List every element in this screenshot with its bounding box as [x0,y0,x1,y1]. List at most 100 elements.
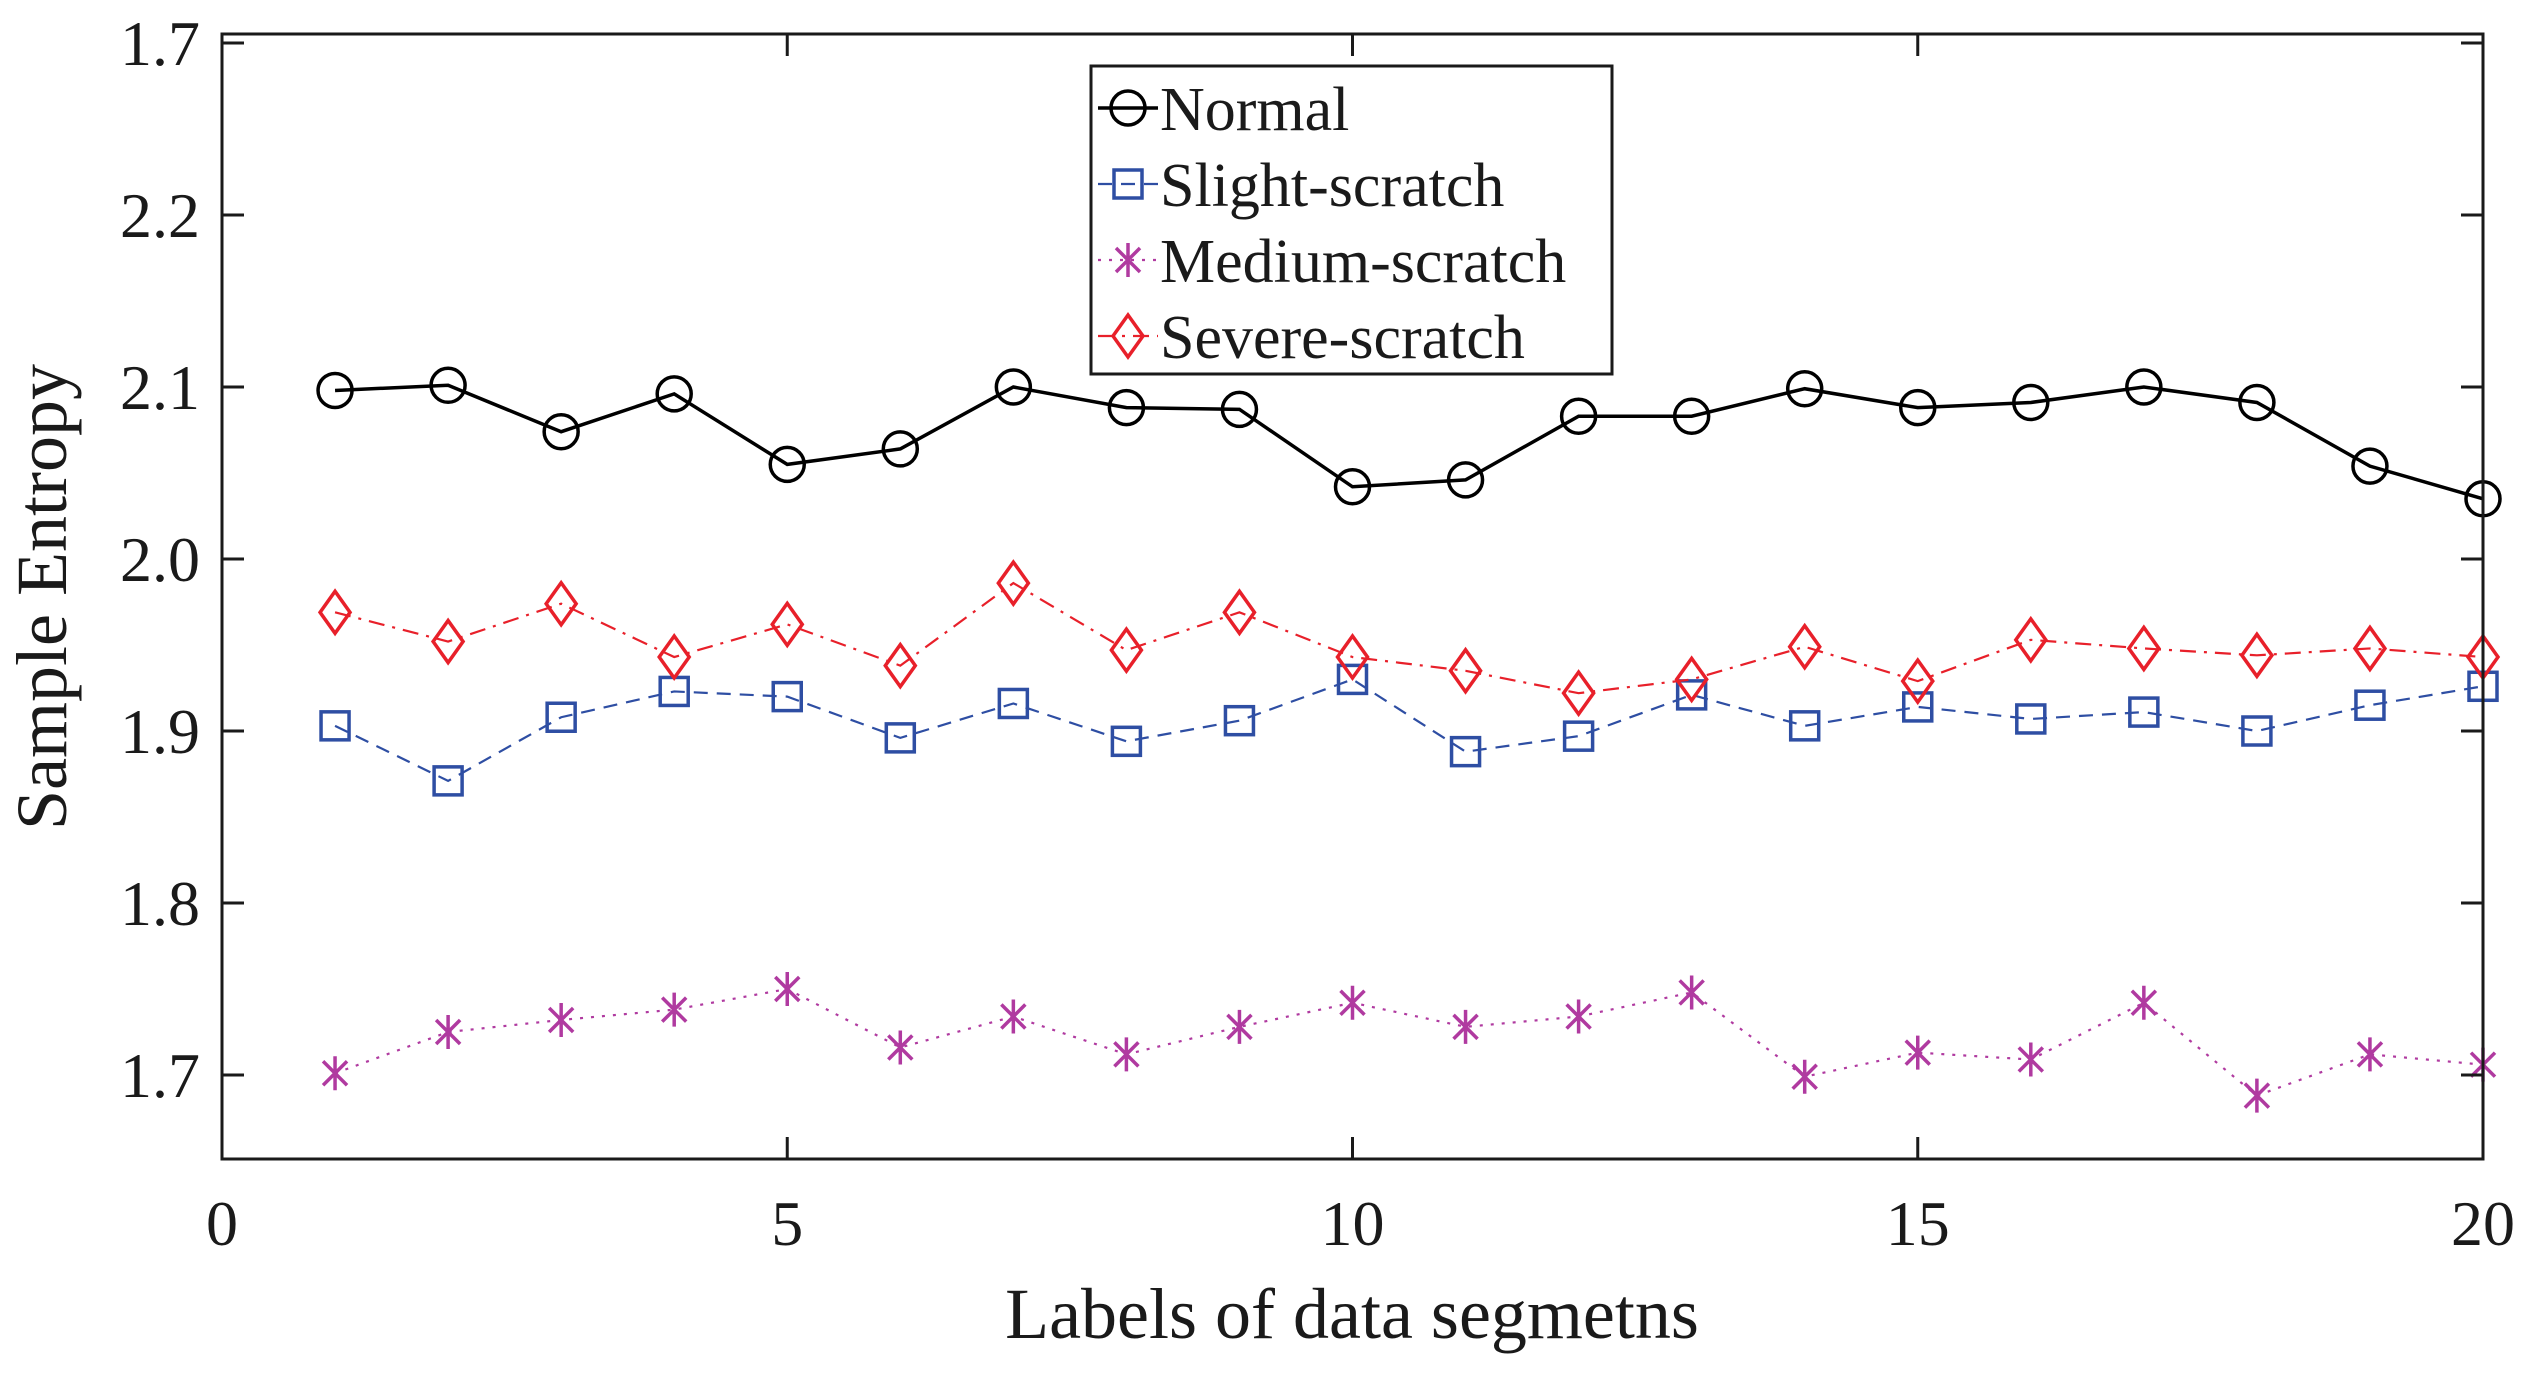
data-point-normal [994,368,1033,406]
data-point-severe-scratch [430,617,466,666]
data-point-medium-scratch [774,972,801,1006]
data-point-severe-scratch [2013,615,2048,664]
data-point-slight-scratch [1336,663,1369,696]
series-line-normal [334,383,2484,501]
data-point-slight-scratch [432,765,464,797]
series-medium-scratch [321,972,2497,1113]
data-point-slight-scratch [1562,720,1595,752]
data-point-slight-scratch [884,722,917,754]
data-point-medium-scratch [1000,999,1027,1034]
data-point-normal [1107,388,1146,427]
legend-marker-severe-scratch [1110,311,1146,361]
x-axis-label: Labels of data segmetns [1005,1274,1699,1354]
data-point-normal [429,366,467,405]
data-point-normal [768,445,806,484]
y-axis-label: Sample Entropy [2,364,82,830]
legend-label-normal: Normal [1160,76,1349,144]
data-point-severe-scratch [2352,624,2388,673]
legend-marker-normal [1109,89,1147,127]
data-point-severe-scratch [1561,669,1596,718]
y-tick-label: 2.0 [120,524,200,595]
data-point-medium-scratch [1339,985,1366,1020]
x-tick-label: 10 [1321,1188,1385,1259]
data-point-medium-scratch [887,1030,914,1065]
ticks-layer: 0 5 10 15 20 1.7 1.8 1.9 2.0 2.1 2.2 1.7 [120,8,2515,1259]
data-point-severe-scratch [1674,655,1709,704]
y-tick-label: 2.2 [120,180,200,251]
data-point-medium-scratch [660,992,688,1027]
y-tick-label: 1.9 [120,696,200,767]
data-point-severe-scratch [2239,631,2275,680]
data-point-medium-scratch [2130,985,2158,1020]
data-point-normal [542,412,580,451]
y-tick-label: 1.8 [120,868,200,939]
data-point-slight-scratch [1110,725,1143,758]
data-point-normal [655,375,693,413]
legend: Normal Slight-scratch Medium-scratch Sev… [1089,64,1614,376]
data-point-severe-scratch [996,559,1031,608]
data-point-normal [1220,390,1259,429]
x-tick-label: 20 [2451,1188,2515,1259]
data-point-severe-scratch [1109,626,1144,675]
legend-samples [1098,89,1158,361]
data-point-medium-scratch [547,1002,575,1037]
legend-box [1089,64,1614,376]
series-normal [316,366,2502,518]
data-point-slight-scratch [1902,691,1934,723]
data-point-medium-scratch [434,1015,462,1049]
legend-marker-slight-scratch [1112,168,1144,200]
x-tick-label: 0 [206,1188,238,1259]
data-point-slight-scratch [2354,689,2386,721]
data-point-severe-scratch [1787,622,1822,671]
series-line-severe-scratch [334,581,2484,695]
y-tick-label: 2.1 [120,352,200,423]
data-point-severe-scratch [657,633,692,682]
data-point-severe-scratch [317,588,353,637]
data-point-severe-scratch [543,579,579,628]
data-point-normal [881,430,920,468]
data-point-severe-scratch [1335,633,1370,682]
data-point-normal [1785,369,1824,408]
data-point-slight-scratch [2241,715,2273,747]
legend-label-medium-scratch: Medium-scratch [1160,228,1566,296]
data-point-slight-scratch [2128,696,2160,728]
data-point-severe-scratch [883,641,918,690]
data-point-medium-scratch [2017,1042,2045,1077]
data-point-slight-scratch [545,701,577,733]
data-point-normal [1899,388,1937,427]
data-point-normal [1446,461,1485,499]
series-line-slight-scratch [334,678,2484,783]
data-point-normal [2351,447,2389,485]
data-point-medium-scratch [2356,1037,2384,1072]
data-point-severe-scratch [1448,646,1483,695]
data-point-slight-scratch [771,680,803,713]
data-point-severe-scratch [1900,657,1935,706]
data-point-medium-scratch [1678,975,1705,1010]
data-point-severe-scratch [1222,588,1257,637]
data-point-medium-scratch [1904,1035,1931,1070]
data-point-medium-scratch [1565,999,1592,1034]
data-point-severe-scratch [770,600,805,649]
y-tick-label: 1.7 [120,1040,200,1111]
data-point-slight-scratch [1449,735,1482,768]
data-point-slight-scratch [319,710,351,742]
data-point-normal [2238,383,2276,422]
data-point-normal [1559,397,1598,435]
x-tick-label: 5 [771,1188,803,1259]
data-point-normal [1672,397,1711,435]
data-point-slight-scratch [1675,679,1708,711]
data-point-slight-scratch [1223,704,1256,737]
legend-marker-medium-scratch [1114,243,1142,277]
series-slight-scratch [319,663,2499,797]
data-point-medium-scratch [1226,1009,1253,1044]
data-point-slight-scratch [1788,710,1821,742]
data-point-medium-scratch [321,1056,349,1091]
x-tick-label: 15 [1886,1188,1950,1259]
data-point-normal [2012,383,2050,422]
data-point-medium-scratch [1113,1037,1140,1072]
data-point-normal [2125,368,2163,406]
y-tick-label: 1.7 [120,8,200,79]
data-point-normal [1333,468,1372,506]
data-point-slight-scratch [2015,703,2047,735]
